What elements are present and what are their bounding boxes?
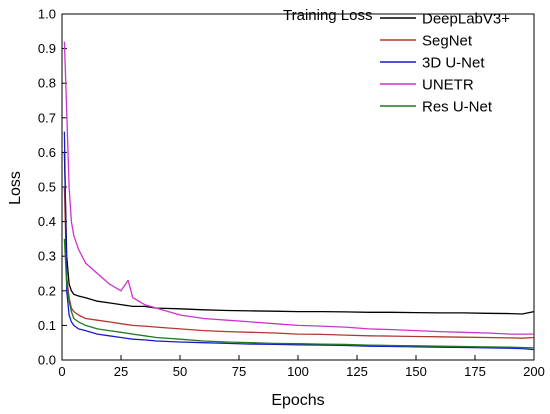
axes: 0 25 50 75 100 125 150 175 200 0.0 0.1 0.2 0.3 0.4 0.5… (38, 7, 545, 380)
series-line-deeplabv3- (63, 152, 535, 315)
y-tick-label: 1.0 (38, 7, 56, 22)
x-tick-label: 75 (232, 364, 246, 379)
series-line-unetr (63, 41, 534, 335)
legend-label: DeepLabV3+ (422, 11, 510, 28)
x-tick-label: 125 (346, 364, 368, 379)
y-tick-label: 0.8 (38, 76, 56, 91)
legend: DeepLabV3+ SegNet 3D U-Net UNETR Res U-Net (380, 11, 510, 116)
x-tick-label: 100 (287, 364, 309, 379)
legend-label: SegNet (422, 33, 473, 50)
series-line-res-u-net (63, 238, 535, 349)
legend-label: UNETR (422, 77, 474, 94)
y-tick-label: 0.3 (38, 249, 56, 264)
x-tick-label: 200 (523, 364, 545, 379)
x-tick-label: 0 (58, 364, 65, 379)
chart-title: Training Loss (283, 7, 373, 24)
y-axis-label: Loss (7, 171, 24, 205)
y-tick-label: 0.0 (38, 353, 56, 368)
legend-label: 3D U-Net (422, 55, 485, 72)
y-tick-label: 0.5 (38, 180, 56, 195)
x-axis-label: Epochs (271, 392, 324, 409)
y-tick-label: 0.6 (38, 145, 56, 160)
series-line-3d-u-net (63, 131, 535, 351)
y-tick-label: 0.9 (38, 41, 56, 56)
y-tick-label: 0.2 (38, 283, 56, 298)
series-layer (63, 41, 535, 351)
y-tick-label: 0.7 (38, 110, 56, 125)
x-tick-label: 175 (464, 364, 486, 379)
series-line-segnet (63, 186, 535, 339)
x-tick-label: 150 (405, 364, 427, 379)
x-tick-label: 25 (114, 364, 128, 379)
legend-label: Res U-Net (422, 99, 493, 116)
y-tick-label: 0.4 (38, 214, 56, 229)
x-tick-label: 50 (173, 364, 187, 379)
y-tick-label: 0.1 (38, 318, 56, 333)
